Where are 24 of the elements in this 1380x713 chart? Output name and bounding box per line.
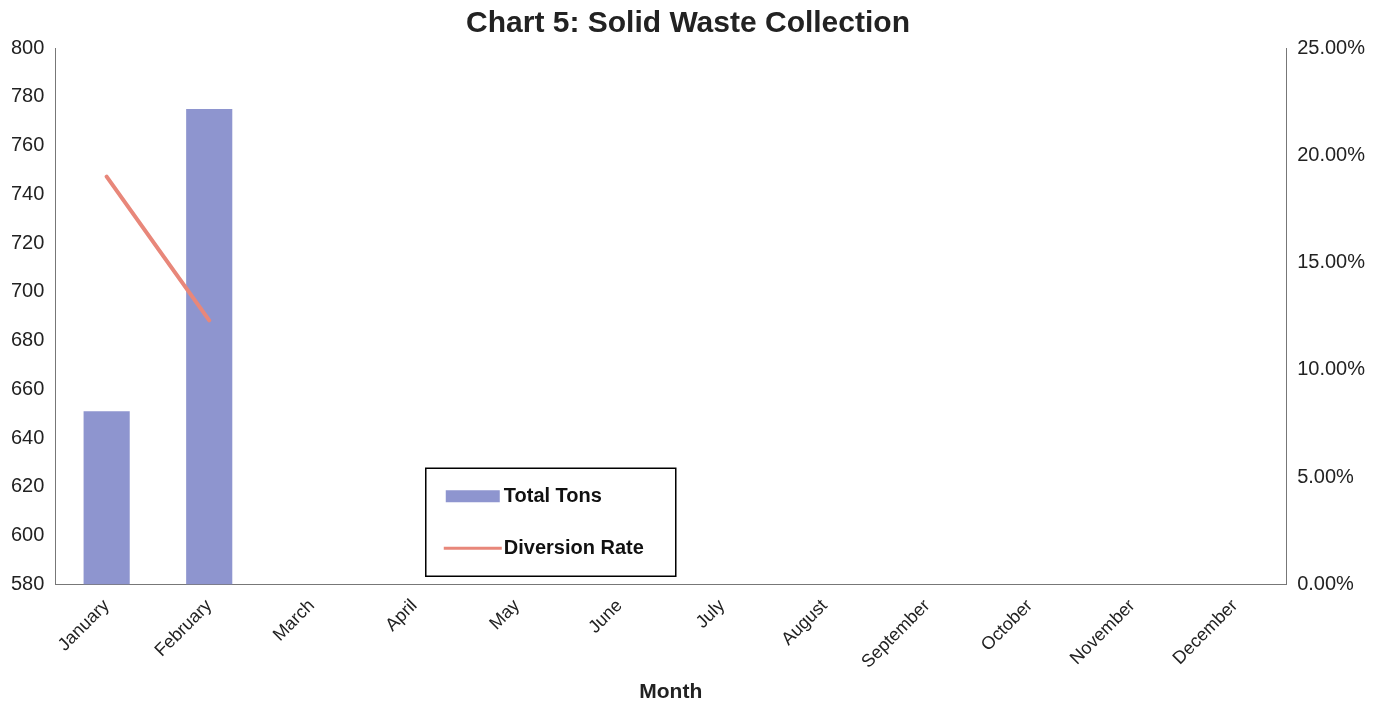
y-tick-label: 800 — [10, 35, 45, 58]
y-tick-label: 760 — [10, 133, 45, 156]
y-tick-label: 600 — [10, 523, 45, 546]
y2-tick-label: 20.00% — [1297, 142, 1366, 165]
y2-tick-label: 10.00% — [1297, 357, 1366, 380]
y2-tick-label: 0.00% — [1297, 571, 1355, 594]
y-tick-label: 660 — [10, 376, 45, 399]
y-tick-label: 680 — [10, 328, 45, 351]
y-tick-label: 720 — [10, 230, 45, 253]
y-tick-label: 780 — [10, 84, 45, 107]
y2-tick-label: 15.00% — [1297, 250, 1366, 273]
y2-tick-label: 25.00% — [1297, 35, 1366, 58]
x-tick-label: July — [691, 595, 729, 632]
y-tick-label: 740 — [10, 181, 45, 204]
chart-title: Chart 5: Solid Waste Collection — [466, 5, 910, 39]
y-tick-label: 580 — [10, 571, 45, 594]
legend-label: Total Tons — [503, 483, 602, 506]
x-tick-label: May — [485, 595, 524, 634]
y-tick-label: 700 — [10, 279, 45, 302]
x-axis-title: Month — [639, 679, 703, 703]
legend-label: Diversion Rate — [503, 535, 644, 558]
y-tick-label: 640 — [10, 425, 45, 448]
y-tick-label: 620 — [10, 474, 45, 497]
y2-tick-label: 5.00% — [1297, 464, 1355, 487]
